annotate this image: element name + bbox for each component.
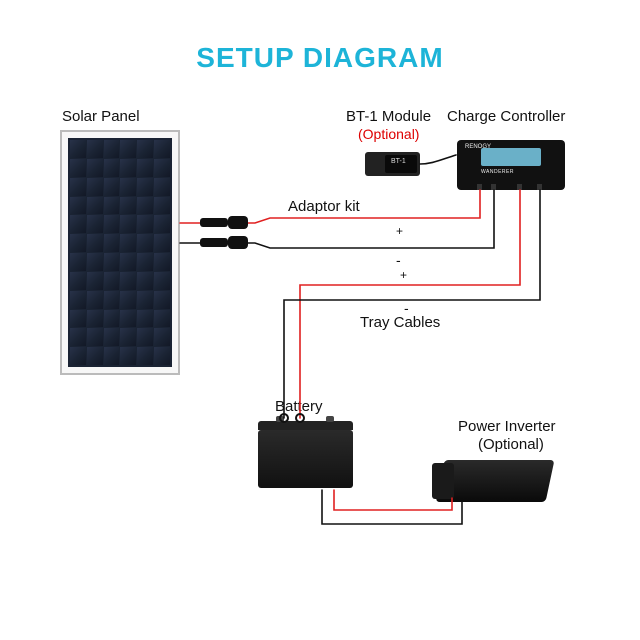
inverter-icon xyxy=(440,460,570,508)
battery-icon xyxy=(258,430,353,488)
label-inverter: Power Inverter xyxy=(458,418,556,435)
label-bt1-optional: (Optional) xyxy=(358,126,419,142)
diagram-title: SETUP DIAGRAM xyxy=(0,42,640,74)
mc4-connectors-icon xyxy=(200,216,248,249)
wire-ctrl-neg-batt xyxy=(284,190,540,418)
label-solar-panel: Solar Panel xyxy=(62,108,140,125)
label-inverter-optional: (Optional) xyxy=(478,436,544,453)
label-tray-cables: Tray Cables xyxy=(360,314,440,331)
solar-panel-cells xyxy=(68,138,172,367)
label-charge-controller: Charge Controller xyxy=(447,108,565,125)
polarity-minus-1: - xyxy=(396,252,401,268)
charge-controller-icon: RENOGY WANDERER xyxy=(457,140,565,190)
polarity-plus-1: + xyxy=(396,224,403,238)
label-bt1: BT-1 Module xyxy=(346,108,431,125)
polarity-minus-2: - xyxy=(404,300,409,316)
wire-bt1-cable xyxy=(420,155,456,164)
wire-ctrl-pos-batt xyxy=(300,190,520,418)
label-adaptor-kit: Adaptor kit xyxy=(288,198,360,215)
bt1-module-icon: BT-1 xyxy=(365,152,420,176)
label-battery: Battery xyxy=(275,398,323,415)
solar-panel-icon xyxy=(60,130,180,375)
polarity-plus-2: + xyxy=(400,268,407,282)
